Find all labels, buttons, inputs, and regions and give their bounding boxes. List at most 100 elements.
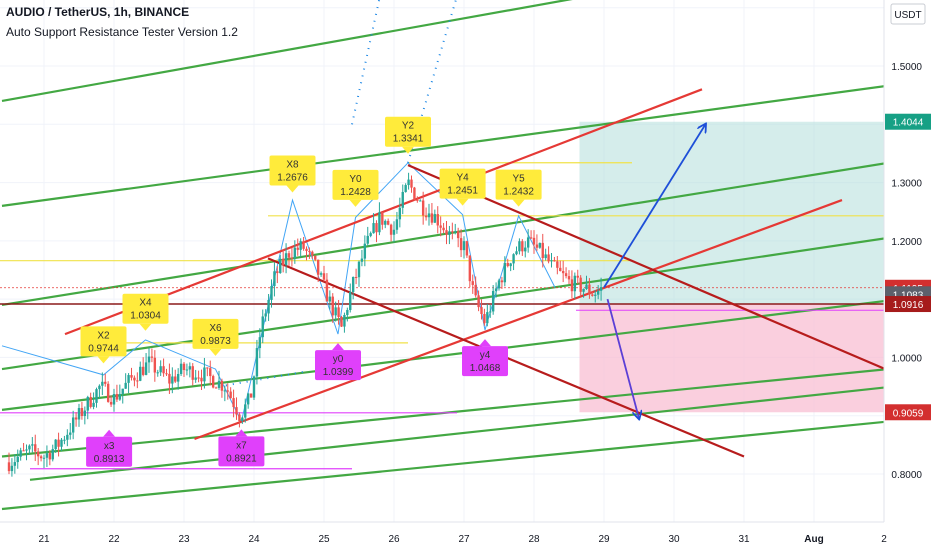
candle-body xyxy=(171,376,174,384)
candle-body xyxy=(71,417,75,433)
y-tick-label: 1.2000 xyxy=(891,237,922,248)
candle-body xyxy=(357,261,361,278)
candle-body xyxy=(246,393,250,405)
candle-body xyxy=(316,259,320,275)
candle-body xyxy=(98,385,101,390)
red-channel-upper xyxy=(64,88,703,336)
candle-body xyxy=(454,231,457,233)
candle-body xyxy=(594,294,597,296)
dotted-projection xyxy=(351,0,381,125)
swing-label-y5: Y5 1.2432 xyxy=(495,169,542,207)
candle-body xyxy=(512,254,515,264)
candle-body xyxy=(124,382,127,389)
candle-body xyxy=(343,314,346,327)
swing-label-name: y4 xyxy=(480,350,491,361)
candle-body xyxy=(13,462,17,466)
price-tag: 1.0916 xyxy=(885,296,931,313)
candle-body xyxy=(430,213,434,223)
swing-label-box xyxy=(269,155,316,186)
swing-label-value: 1.2676 xyxy=(277,172,308,183)
candle-body xyxy=(101,381,104,386)
candle-body xyxy=(214,387,218,389)
candle-body xyxy=(311,251,314,256)
candle-body xyxy=(144,362,148,375)
swing-label-name: y0 xyxy=(333,354,344,365)
candle-body xyxy=(325,279,329,302)
swing-label-value: 1.3341 xyxy=(393,134,424,145)
candle-body xyxy=(197,377,200,379)
candle-body xyxy=(104,381,107,384)
candle-body xyxy=(60,439,63,447)
candle-body xyxy=(567,276,571,280)
candle-body xyxy=(206,367,209,369)
swing-label-box xyxy=(332,169,379,200)
candle-body xyxy=(486,312,489,324)
swing-label-box xyxy=(385,116,431,147)
candle-body xyxy=(86,396,89,411)
candle-body xyxy=(238,414,241,422)
x-tick-label: 22 xyxy=(108,534,120,545)
candle-body xyxy=(270,286,273,300)
y-tick-label: 1.3000 xyxy=(891,179,922,190)
candle-body xyxy=(45,453,49,458)
candle-body xyxy=(489,311,492,313)
candle-body xyxy=(39,456,43,459)
candle-body xyxy=(308,250,311,252)
swing-label-pointer xyxy=(456,198,469,206)
candle-body xyxy=(550,260,553,262)
candle-body xyxy=(564,273,568,277)
candle-body xyxy=(130,375,133,378)
swing-label-pointer xyxy=(479,339,491,347)
candle-body xyxy=(127,375,130,383)
candle-body xyxy=(582,288,585,292)
swing-label-pointer xyxy=(103,429,116,437)
price-tag-text: 1.0916 xyxy=(893,300,924,311)
candle-body xyxy=(375,223,378,233)
candle-body xyxy=(521,241,524,252)
candle-body xyxy=(299,241,302,250)
candle-body xyxy=(497,280,501,289)
swing-label-x8: X8 1.2676 xyxy=(269,155,316,193)
candle-body xyxy=(494,288,498,291)
candle-body xyxy=(267,299,270,314)
candle-body xyxy=(506,262,509,267)
green-channel-line xyxy=(1,420,884,511)
candle-body xyxy=(556,261,559,268)
candle-body xyxy=(337,307,340,317)
candle-body xyxy=(80,408,84,417)
candle-body xyxy=(424,215,428,218)
x-tick-label: 29 xyxy=(598,534,610,545)
candle-body xyxy=(115,394,119,400)
x-tick-label: 2 xyxy=(881,534,887,545)
candle-body xyxy=(223,390,227,392)
candle-body xyxy=(209,368,212,377)
candle-body xyxy=(392,229,396,235)
candle-body xyxy=(588,284,591,295)
candle-body xyxy=(112,394,116,405)
candle-body xyxy=(255,348,259,377)
swing-label-pointer xyxy=(235,429,248,437)
swing-label-box xyxy=(80,326,127,357)
candle-body xyxy=(538,242,542,248)
swing-label-name: Y4 xyxy=(456,173,469,184)
swing-label-x2: X2 0.9744 xyxy=(80,326,127,364)
candle-body xyxy=(340,316,343,327)
candle-body xyxy=(413,187,416,200)
candle-body xyxy=(491,290,495,312)
currency-badge: USDT xyxy=(894,10,921,21)
candle-body xyxy=(322,273,326,280)
candle-body xyxy=(599,287,603,291)
candle-body xyxy=(48,453,52,460)
candle-body xyxy=(168,373,171,384)
candle-body xyxy=(182,363,186,371)
candle-body xyxy=(54,439,57,450)
swing-label-value: 1.2451 xyxy=(447,186,478,197)
green-channel-line xyxy=(1,85,884,207)
candle-body xyxy=(296,247,299,250)
candle-body xyxy=(480,307,483,315)
price-tag: 1.4044 xyxy=(885,113,931,130)
price-axis-bg xyxy=(884,0,932,550)
candle-body xyxy=(10,465,14,472)
swing-label-box xyxy=(495,169,542,200)
